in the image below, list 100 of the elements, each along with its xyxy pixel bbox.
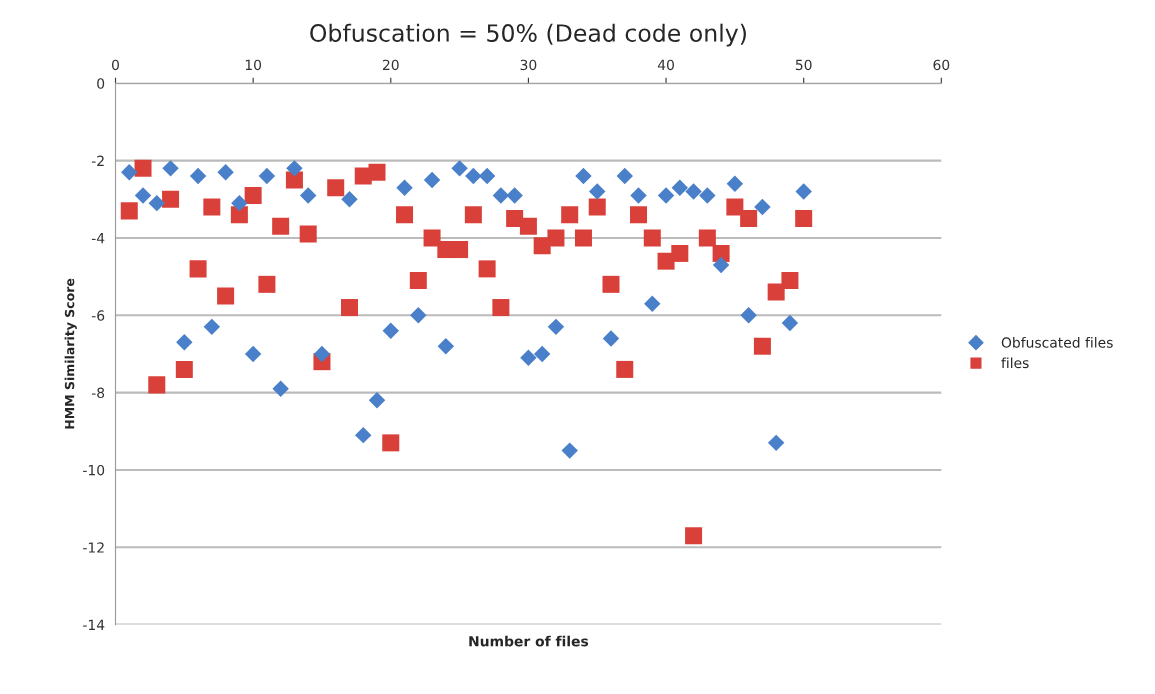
legend-label: Obfuscated files — [1001, 337, 1113, 348]
point — [698, 229, 716, 247]
point — [726, 175, 744, 193]
point — [478, 167, 496, 185]
point — [423, 229, 441, 247]
y-tick-label: -4 — [91, 233, 105, 244]
y-tick-label: -8 — [91, 387, 105, 399]
point — [740, 210, 758, 228]
point — [753, 337, 771, 355]
point — [547, 229, 565, 247]
y-tick-label: -10 — [83, 464, 105, 476]
point — [258, 167, 276, 185]
point — [464, 206, 482, 224]
y-tick-label: -12 — [83, 542, 104, 553]
point — [341, 191, 358, 208]
point — [162, 190, 180, 208]
point — [685, 183, 702, 200]
point — [148, 194, 166, 212]
point — [313, 345, 331, 363]
point — [382, 434, 400, 452]
point — [533, 345, 551, 363]
point — [630, 187, 647, 204]
point — [616, 167, 633, 185]
point — [396, 179, 413, 196]
point — [409, 271, 427, 289]
point — [382, 322, 399, 339]
point — [712, 256, 730, 274]
x-tick-label: 0 — [112, 59, 119, 71]
point — [671, 244, 689, 262]
point — [244, 345, 262, 363]
point — [602, 330, 620, 347]
point — [217, 287, 235, 305]
point — [643, 229, 661, 247]
point — [148, 376, 166, 394]
point — [465, 167, 482, 185]
point — [423, 171, 441, 189]
point — [630, 206, 648, 224]
point — [120, 202, 138, 220]
point — [368, 392, 386, 409]
point — [781, 271, 799, 289]
point — [671, 179, 689, 196]
point — [492, 299, 510, 317]
y-tick-label: -14 — [83, 619, 105, 630]
point — [272, 380, 289, 397]
point — [340, 299, 358, 317]
x-tick-label: 50 — [795, 59, 812, 71]
point — [451, 241, 469, 259]
point — [175, 360, 193, 378]
point — [299, 225, 317, 243]
point — [203, 198, 221, 216]
point — [189, 260, 207, 278]
point — [754, 198, 771, 216]
point — [203, 318, 221, 336]
point — [299, 187, 317, 204]
point — [561, 442, 578, 459]
point — [492, 187, 510, 204]
point — [272, 217, 290, 235]
point — [506, 187, 523, 204]
y-tick-label: -6 — [91, 310, 105, 321]
point — [574, 229, 592, 247]
point — [795, 183, 812, 200]
x-tick-label: 10 — [245, 59, 262, 71]
point — [410, 307, 427, 324]
point — [506, 210, 524, 228]
point — [437, 337, 455, 355]
point — [699, 187, 716, 204]
x-tick-label: 40 — [657, 59, 674, 71]
point — [355, 426, 372, 444]
y-tick-label: 0 — [97, 78, 105, 89]
x-axis-title: Number of files — [469, 635, 589, 647]
point — [217, 163, 234, 181]
point — [795, 210, 813, 228]
legend-label: files — [1001, 357, 1029, 369]
point — [176, 334, 193, 351]
point — [121, 163, 138, 181]
point — [519, 217, 537, 235]
point — [451, 160, 468, 177]
point — [231, 194, 248, 212]
point — [726, 198, 744, 216]
point — [478, 260, 496, 278]
point — [368, 163, 386, 181]
point — [767, 283, 785, 301]
point — [685, 527, 703, 545]
point — [547, 318, 565, 336]
x-tick-label: 20 — [382, 59, 399, 71]
point — [644, 295, 661, 312]
point — [258, 275, 276, 293]
point — [575, 167, 592, 185]
point — [781, 314, 799, 332]
chart-title: Obfuscation = 50% (Dead code only) — [310, 23, 746, 47]
point — [134, 187, 152, 204]
point — [396, 206, 414, 224]
point — [162, 160, 179, 177]
point — [712, 244, 730, 262]
point — [588, 198, 606, 216]
point — [589, 183, 606, 200]
point — [602, 275, 620, 293]
x-tick-label: 60 — [933, 59, 950, 71]
point — [740, 307, 757, 324]
point — [520, 349, 537, 367]
